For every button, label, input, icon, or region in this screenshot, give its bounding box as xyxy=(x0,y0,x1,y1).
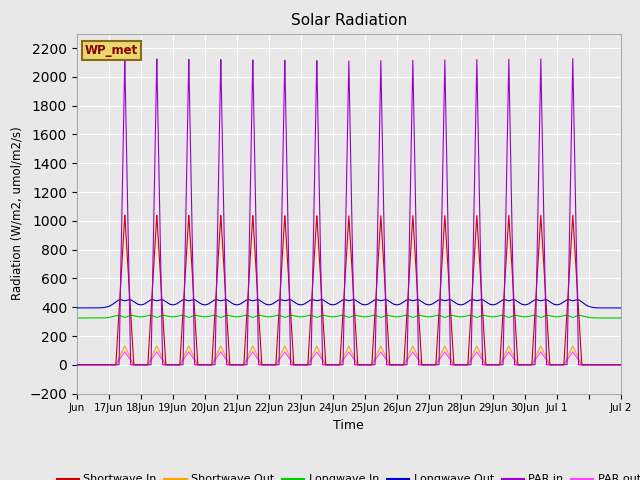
X-axis label: Time: Time xyxy=(333,419,364,432)
Text: WP_met: WP_met xyxy=(85,44,138,58)
Legend: Shortwave In, Shortwave Out, Longwave In, Longwave Out, PAR in, PAR out: Shortwave In, Shortwave Out, Longwave In… xyxy=(52,470,640,480)
Y-axis label: Radiation (W/m2, umol/m2/s): Radiation (W/m2, umol/m2/s) xyxy=(11,127,24,300)
Title: Solar Radiation: Solar Radiation xyxy=(291,13,407,28)
